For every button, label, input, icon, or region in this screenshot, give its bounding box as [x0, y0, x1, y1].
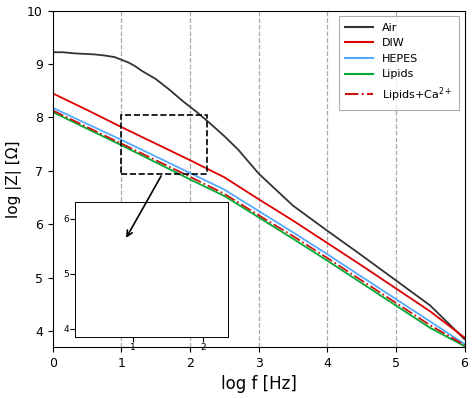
- X-axis label: log f [Hz]: log f [Hz]: [221, 375, 297, 393]
- Bar: [121, 115, 207, 174]
- Y-axis label: log |Z| [Ω]: log |Z| [Ω]: [6, 140, 21, 217]
- Legend: Air, DIW, HEPES, Lipids, Lipids+Ca$^{2+}$: Air, DIW, HEPES, Lipids, Lipids+Ca$^{2+}…: [338, 16, 459, 110]
